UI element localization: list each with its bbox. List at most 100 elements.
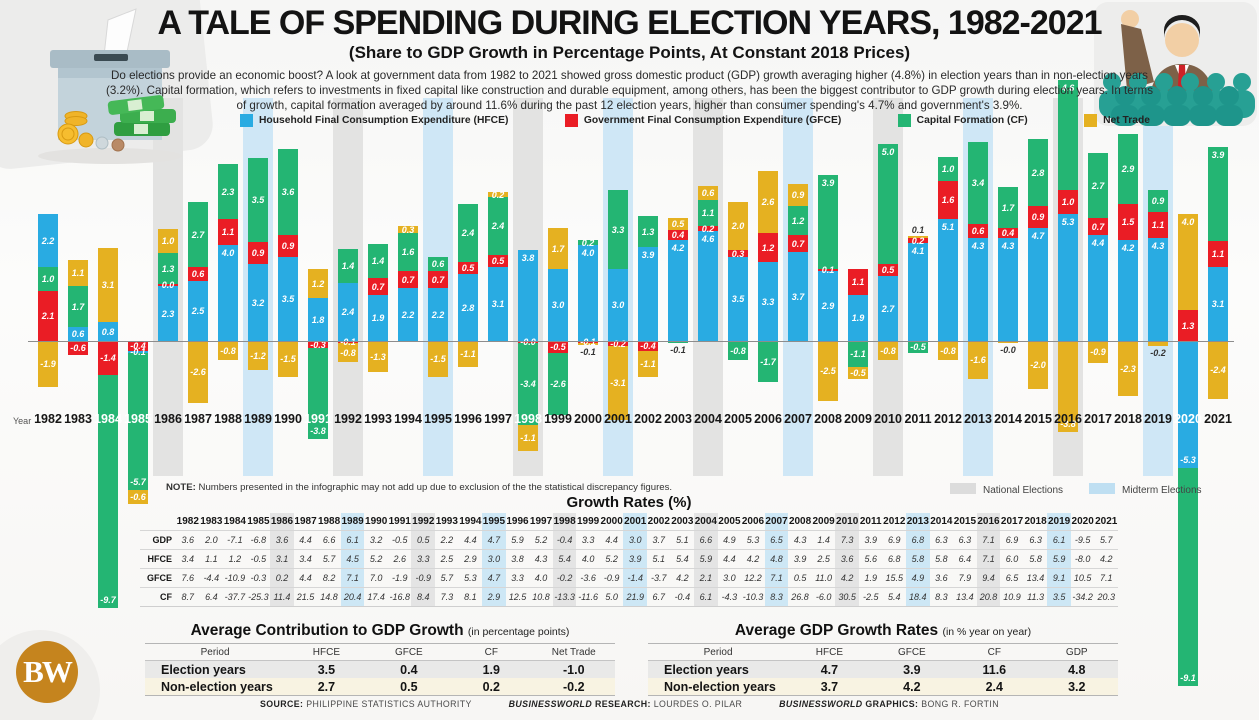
net-trade-legend-swatch — [1084, 114, 1098, 127]
avg-contribution-cell: Election years — [145, 661, 286, 678]
year-label: 2007 — [784, 412, 812, 426]
growth-cell: -3.7 — [646, 568, 671, 587]
bar-segment-gfce: 1.1 — [218, 219, 238, 245]
bar-value-label: 0.6 — [701, 188, 715, 198]
bar-value-label: 1.0 — [41, 274, 55, 284]
year-label: 2021 — [1204, 412, 1232, 426]
bar-value-label: 2.7 — [1091, 180, 1105, 191]
year-label: 2019 — [1144, 412, 1172, 426]
bar-segment-gfce: 0.9 — [248, 242, 268, 264]
bar-value-label: 4.0 — [1181, 217, 1195, 227]
row-header: GFCE — [140, 568, 176, 587]
bar-segment-hfce: 2.9 — [818, 271, 838, 341]
growth-cell: 3.3 — [505, 568, 530, 587]
bar-1987-negative: -2.6 — [188, 341, 208, 403]
bar-value-label: 3.6 — [281, 187, 295, 197]
growth-cell: 6.4 — [953, 549, 977, 568]
growth-cell: 4.2 — [670, 568, 695, 587]
bar-value-label: 0.5 — [461, 263, 475, 273]
bar-segment-hfce: 3.7 — [788, 252, 808, 341]
bar-2009-negative: -1.1 -0.5 — [848, 341, 868, 379]
year-label: 1983 — [64, 412, 92, 426]
growth-cell: -16.8 — [387, 587, 412, 607]
bar-value-label: 3.9 — [821, 178, 835, 188]
growth-cell: 3.2 — [364, 530, 388, 549]
growth-cell: 10.5 — [1070, 568, 1095, 587]
year-column-header: 1982 — [176, 516, 199, 527]
bar-value-label: 3.0 — [611, 300, 625, 310]
growth-cell: 8.3 — [764, 587, 789, 607]
growth-cell: 4.9 — [906, 568, 930, 587]
bar-value-label: -1.1 — [850, 349, 866, 359]
avg-growth-cell: 4.7 — [788, 661, 871, 678]
bar-value-label: 0.3 — [401, 224, 415, 235]
avg-growth-title-text: Average GDP Growth Rates — [734, 622, 939, 639]
crowd-front-row — [1111, 86, 1243, 126]
avg-contribution-header: HFCE — [285, 643, 368, 661]
growth-cell: -34.2 — [1070, 587, 1095, 607]
bar-value-label: -1.6 — [970, 355, 986, 365]
bar-value-label: 1.8 — [311, 314, 325, 325]
bar-segment-hfce: 4.7 — [1028, 228, 1048, 341]
year-label: 2016 — [1054, 412, 1082, 426]
growth-cell: 3.6 — [835, 549, 859, 568]
bar-value-label: 1.0 — [941, 164, 955, 174]
footnote: NOTE: Numbers presented in the infograph… — [166, 482, 672, 493]
bar-value-label: 1.0 — [161, 236, 175, 246]
year-label: 1990 — [274, 412, 302, 426]
year-column-header: 2020 — [1071, 516, 1094, 527]
bar-segment-net-trade: 0.6 — [698, 186, 718, 200]
bar-segment-hfce: 3.3 — [758, 262, 778, 341]
growth-cell: 7.3 — [835, 530, 859, 549]
growth-cell: 3.6 — [270, 530, 294, 549]
year-column-header: 2017 — [1000, 516, 1024, 527]
bar-value-label: 0.9 — [1031, 212, 1045, 222]
bar-segment-cf: -1.7 — [758, 341, 778, 382]
bar-segment-gfce: -0.5 — [548, 341, 568, 353]
bar-segment-net-trade: -2.0 — [1028, 341, 1048, 389]
avg-growth-cell: 3.7 — [788, 678, 871, 696]
bar-value-label: 2.6 — [761, 197, 775, 207]
bar-value-label: 2.9 — [1121, 164, 1135, 174]
bar-segment-gfce: 0.6 — [188, 267, 208, 281]
bar-value-label: -3.8 — [1060, 419, 1076, 429]
growth-cell: 5.8 — [1023, 549, 1048, 568]
bar-2013-positive: 3.4 0.6 4.3 — [968, 142, 988, 341]
bar-segment-gfce: 0.9 — [278, 235, 298, 257]
bar-segment-net-trade: -1.1 — [518, 425, 538, 451]
growth-cell: 30.5 — [835, 587, 859, 607]
bar-1991-positive: 1.2 1.8 — [308, 269, 328, 341]
bar-segment-cf: 1.7 — [998, 187, 1018, 228]
year-column-header: 1987 — [294, 516, 317, 527]
growth-cell: -11.6 — [576, 587, 600, 607]
bar-value-label: 0.6 — [71, 329, 85, 339]
bar-value-label: 4.3 — [1001, 241, 1015, 251]
growth-cell: 5.9 — [505, 530, 530, 549]
growth-cell: 5.7 — [317, 549, 341, 568]
bar-value-label: -0.4 — [130, 341, 146, 351]
bar-value-label: 2.9 — [821, 301, 835, 311]
growth-cell: 3.6 — [176, 530, 200, 549]
research-credit: BUSINESSWORLD RESEARCH: LOURDES O. PILAR — [509, 699, 743, 709]
bar-value-label: 3.5 — [281, 294, 295, 304]
bar-value-label: -0.5 — [850, 368, 866, 378]
growth-cell: 2.9 — [482, 587, 506, 607]
bar-value-label: -3.4 — [520, 379, 536, 389]
year-label: 1994 — [394, 412, 422, 426]
growth-cell: 15.5 — [882, 568, 907, 587]
growth-cell: -0.4 — [670, 587, 695, 607]
growth-cell: 5.7 — [1094, 530, 1118, 549]
growth-rates-table: 1982 1983 1984 1985 1986 1987 1988 1989 1990 1991… — [140, 513, 1118, 607]
year-column-header: 1991 — [388, 516, 411, 527]
bar-segment-hfce: 5.3 — [1058, 214, 1078, 341]
bar-1984-negative: -1.4 -9.7 — [98, 341, 118, 608]
growth-cell: 4.4 — [458, 530, 483, 549]
year-label: 1988 — [214, 412, 242, 426]
growth-cell: 3.9 — [858, 530, 883, 549]
bar-value-label: -0.9 — [1090, 347, 1106, 357]
bar-value-label: 0.5 — [881, 265, 895, 275]
bar-segment-hfce: 2.3 — [158, 286, 178, 341]
growth-table-title: Growth Rates (%) — [566, 494, 692, 511]
bar-value-label: 1.1 — [71, 268, 85, 278]
bar-value-label: 1.3 — [1181, 320, 1195, 331]
